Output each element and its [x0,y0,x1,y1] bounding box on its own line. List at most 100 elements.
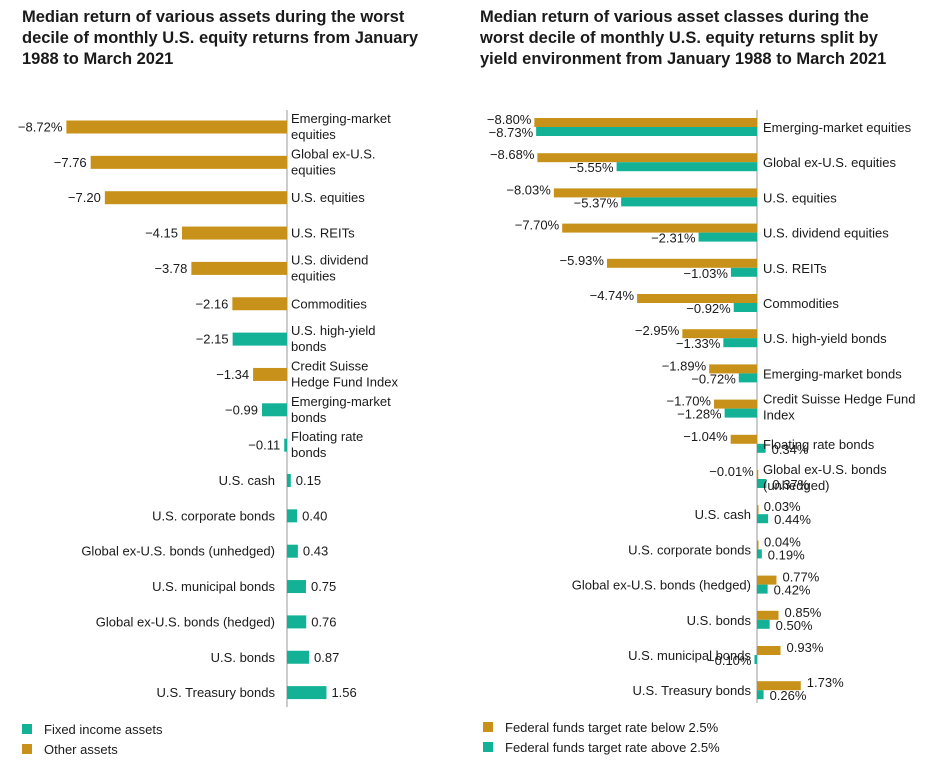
right-category-label: U.S. high-yield bonds [763,331,887,346]
left-category-label: bonds [291,339,327,354]
left-value-label: 0.15 [296,473,321,488]
right-bar-above [733,303,757,312]
right-bar-above [723,338,757,348]
right-bar-above [754,655,757,664]
left-value-label: 0.76 [311,614,336,629]
left-category-label: equities [291,162,336,177]
left-bar [232,297,287,311]
left-category-label: bonds [291,445,327,460]
left-bar [287,615,307,629]
legend-item-above: Federal funds target rate above 2.5% [483,737,720,757]
right-value-label: −0.01% [709,464,754,479]
right-category-label: Emerging-market bonds [763,366,902,381]
right-category-label: U.S. Treasury bonds [633,683,752,698]
right-value-label: −1.28% [677,407,722,422]
left-category-label: bonds [291,410,327,425]
left-value-label: −1.34 [216,367,249,382]
right-value-label: −8.80% [487,112,532,127]
left-value-label: −7.20 [68,190,101,205]
right-category-label: U.S. corporate bonds [628,542,751,557]
right-value-label: −5.93% [560,253,605,268]
legend-swatch-above [483,742,493,752]
legend-label-above: Federal funds target rate above 2.5% [505,739,720,755]
left-category-label: Global ex-U.S. bonds (hedged) [96,614,275,629]
right-bar-below [757,646,781,655]
right-bar-below [682,329,757,339]
right-bar-above [738,373,757,383]
right-bar-above [757,619,770,629]
right-value-label: −8.73% [489,125,534,140]
left-value-label: −3.78 [154,261,187,276]
left-bar [232,332,287,346]
right-value-label: 0.19% [768,547,805,562]
left-category-label: U.S. REITs [291,226,355,241]
legend-label-other: Other assets [44,741,118,757]
right-value-label: −8.68% [490,147,535,162]
right-bar-below [756,470,759,479]
right-category-label: U.S. bonds [687,613,752,628]
right-category-label: Commodities [763,296,839,311]
right-value-label: 0.50% [776,618,813,633]
left-bar [253,367,287,381]
right-bar-below [757,575,777,585]
right-category-label: U.S. municipal bonds [628,648,751,663]
left-value-label: 0.87 [314,650,339,665]
right-bar-above [757,479,767,488]
right-value-label: 0.85% [785,605,822,620]
right-bar-above [757,443,766,453]
left-bar [287,650,310,664]
right-bar-below [553,188,757,198]
right-value-label: −0.92% [686,301,731,316]
right-category-label: Credit Suisse Hedge Fund [763,392,915,407]
right-value-label: −1.03% [683,266,728,281]
left-value-label: −0.99 [225,402,258,417]
left-category-label: U.S. high-yield [291,323,376,338]
right-bar-below [537,153,757,163]
right-value-label: −1.89% [662,358,707,373]
left-bar [191,261,287,275]
right-value-label: 0.42% [774,583,811,598]
right-bar-below [757,505,759,515]
right-bar-above [698,232,757,242]
left-category-label: Commodities [291,296,367,311]
right-bar-above [757,514,769,524]
legend-item-other: Other assets [22,739,163,759]
right-category-label: Index [763,408,795,423]
right-category-label: Global ex-U.S. equities [763,155,896,170]
left-category-label: U.S. equities [291,190,365,205]
right-bar-below [713,399,757,409]
right-bar-above [621,197,757,207]
left-category-label: U.S. bonds [211,650,276,665]
right-value-label: 0.04% [764,534,801,549]
right-value-label: −0.72% [691,371,736,386]
left-chart-title: Median return of various assets during t… [22,8,419,68]
right-value-label: 0.93% [787,640,824,655]
right-bar-above [757,584,768,594]
right-bar-below [730,434,757,444]
right-category-label: Global ex-U.S. bonds (hedged) [572,578,751,593]
left-bar [284,438,287,452]
left-category-label: U.S. municipal bonds [152,579,275,594]
right-category-label: (unhedged) [763,478,830,493]
left-bar [182,226,287,240]
right-bar-above [730,267,757,277]
left-value-label: −4.15 [145,226,178,241]
legend-item-below: Federal funds target rate below 2.5% [483,717,720,737]
right-bar-above [757,690,764,700]
left-category-label: U.S. dividend [291,252,368,267]
right-value-label: 0.03% [764,499,801,514]
left-bar [287,544,298,558]
legend-label-fixed-income: Fixed income assets [44,721,163,737]
right-category-label: U.S. dividend equities [763,226,889,241]
left-value-label: 1.56 [331,685,356,700]
left-bar [104,191,287,205]
right-bar-above [536,127,757,136]
left-category-label: equities [291,127,336,142]
right-value-label: −7.70% [515,218,560,233]
right-value-label: −1.04% [683,429,728,444]
right-category-label: U.S. REITs [763,261,827,276]
left-bar [66,120,287,134]
right-value-label: −2.31% [651,231,696,246]
left-category-label: Emerging-market [291,394,391,409]
